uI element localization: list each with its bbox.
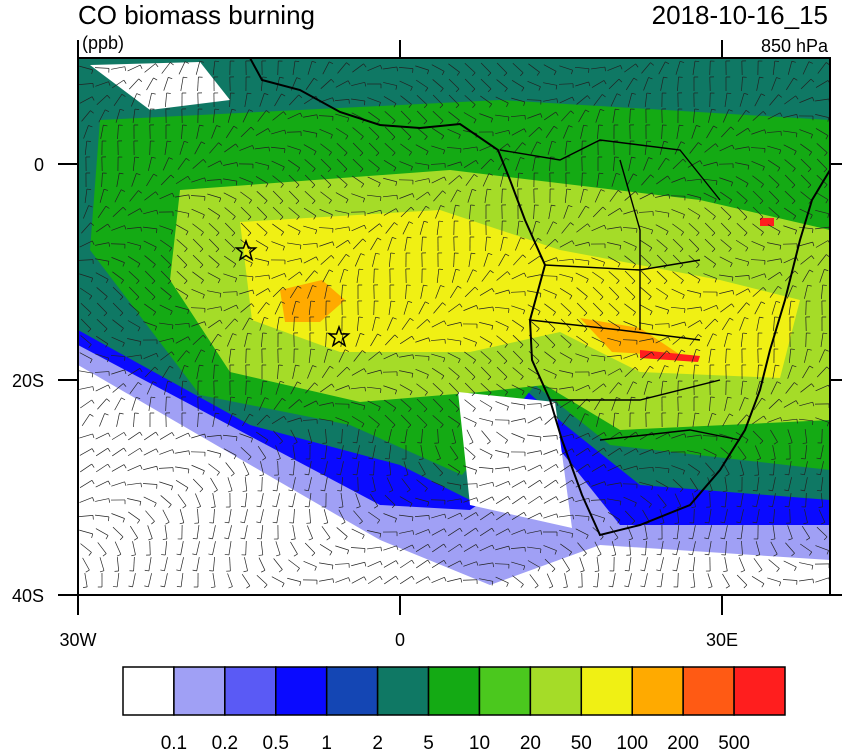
colorbar: 0.1 0.2 0.5 1 2 5 10 20 50 100 200 500 — [123, 667, 785, 750]
colorbar-box — [530, 667, 581, 715]
time-label: 2018-10-16_15 — [652, 0, 828, 30]
colorbar-box — [479, 667, 530, 715]
colorbar-label: 100 — [616, 733, 648, 750]
colorbar-box — [123, 667, 174, 715]
colorbar-box — [683, 667, 734, 715]
colorbar-box — [276, 667, 327, 715]
level-label: 850 hPa — [761, 36, 829, 56]
co-field — [760, 218, 774, 226]
lat-label: 40S — [12, 586, 44, 606]
colorbar-label: 2 — [372, 733, 383, 750]
colorbar-label: 0.2 — [212, 733, 238, 750]
colorbar-label: 20 — [520, 733, 541, 750]
title: CO biomass burning — [78, 0, 315, 30]
lon-label: 30W — [59, 630, 96, 650]
colorbar-label: 1 — [321, 733, 332, 750]
colorbar-box — [581, 667, 632, 715]
colorbar-box — [429, 667, 480, 715]
colorbar-box — [632, 667, 683, 715]
map — [78, 58, 830, 595]
lon-label: 30E — [706, 630, 738, 650]
colorbar-label: 0.5 — [263, 733, 289, 750]
colorbar-label: 5 — [423, 733, 434, 750]
lat-label: 0 — [34, 155, 44, 175]
colorbar-label: 50 — [571, 733, 592, 750]
colorbar-label: 500 — [718, 733, 750, 750]
colorbar-box — [327, 667, 378, 715]
lat-label: 20S — [12, 371, 44, 391]
colorbar-box — [734, 667, 785, 715]
colorbar-label: 0.1 — [161, 733, 187, 750]
colorbar-box — [225, 667, 276, 715]
wind-barb — [365, 387, 366, 391]
wind-barb — [817, 490, 821, 491]
units: (ppb) — [82, 33, 124, 53]
colorbar-label: 200 — [667, 733, 699, 750]
wind-barb — [701, 179, 702, 183]
colorbar-box — [174, 667, 225, 715]
lon-label: 0 — [395, 630, 405, 650]
colorbar-box — [378, 667, 429, 715]
colorbar-label: 10 — [469, 733, 490, 750]
